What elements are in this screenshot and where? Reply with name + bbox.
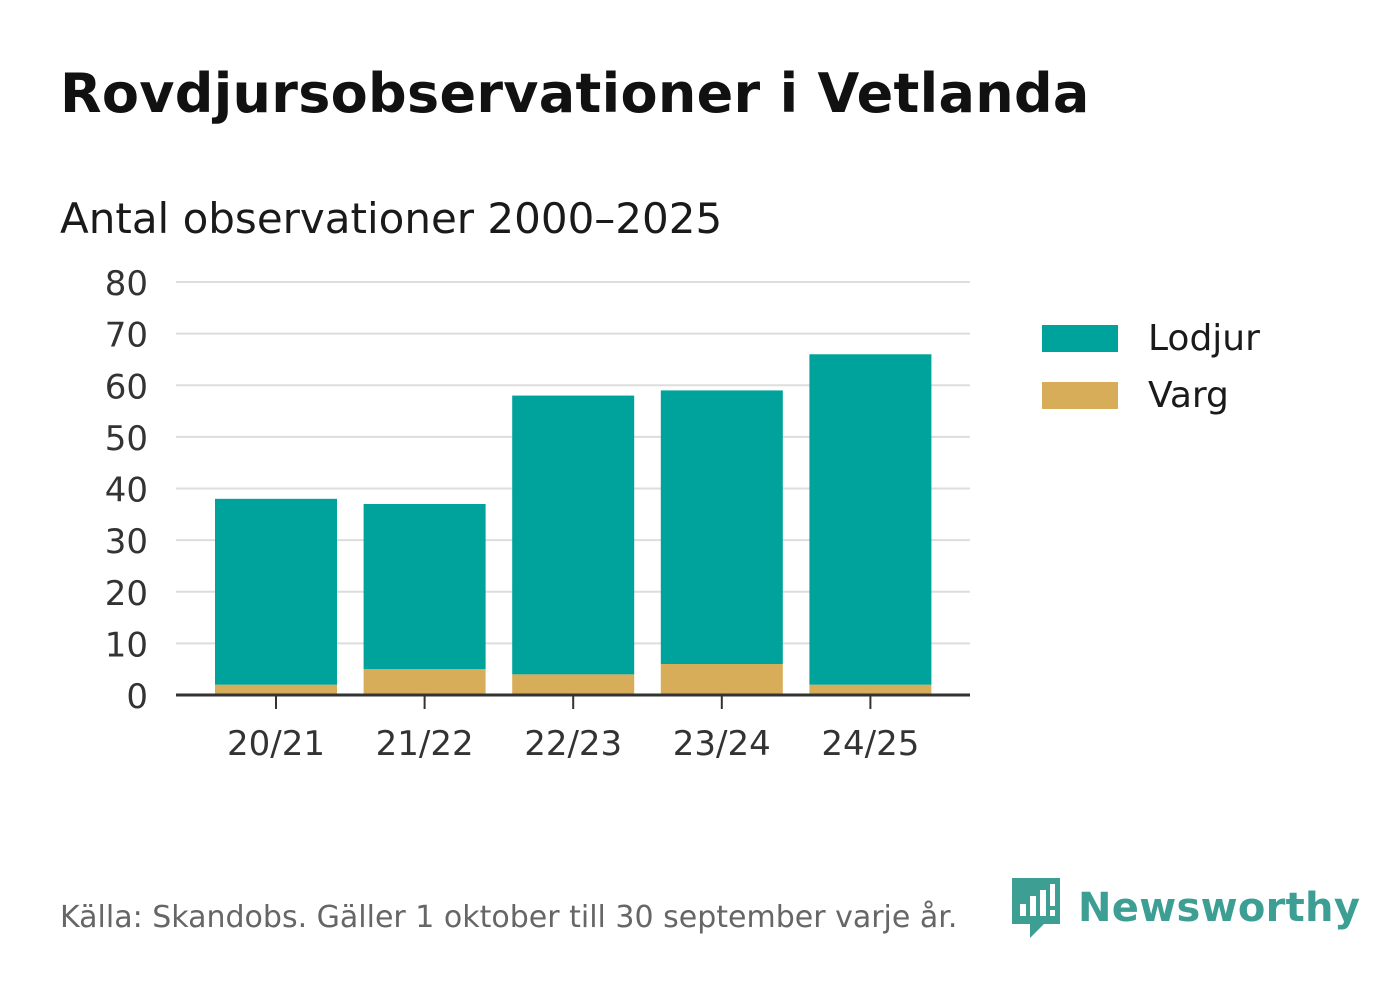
legend-swatch-varg <box>1042 381 1118 409</box>
bar-varg-21-22 <box>363 669 486 695</box>
source-note: Källa: Skandobs. Gäller 1 oktober till 3… <box>60 900 958 935</box>
bar-lodjur-20-21 <box>215 498 337 685</box>
bar-varg-23-24 <box>660 664 783 695</box>
x-tick-label-20-21: 20/21 <box>227 724 325 764</box>
legend-item-lodjur: Lodjur <box>1042 317 1260 359</box>
y-tick-label-20: 20 <box>105 574 148 614</box>
bar-lodjur-24-25 <box>809 354 932 685</box>
legend-swatch-lodjur <box>1042 324 1118 352</box>
bars <box>215 354 932 695</box>
chart-subtitle: Antal observationer 2000–2025 <box>60 194 723 243</box>
bar-varg-20-21 <box>215 684 337 695</box>
legend: Lodjur Varg <box>1042 318 1260 432</box>
y-tick-label-0: 0 <box>126 677 148 717</box>
bar-lodjur-21-22 <box>363 503 486 670</box>
brand-name[interactable]: Newsworthy <box>1078 885 1361 931</box>
x-tick-label-24-25: 24/25 <box>821 724 919 764</box>
x-tick-label-23-24: 23/24 <box>673 724 771 764</box>
newsworthy-logo-icon <box>1012 878 1060 938</box>
y-tick-label-80: 80 <box>105 264 148 304</box>
y-tick-label-30: 30 <box>105 522 148 562</box>
bar-varg-24-25 <box>809 684 932 695</box>
bar-lodjur-22-23 <box>512 395 635 675</box>
y-tick-label-60: 60 <box>105 367 148 407</box>
bar-lodjur-23-24 <box>660 390 783 665</box>
y-tick-label-70: 70 <box>105 316 148 356</box>
legend-label-varg: Varg <box>1148 374 1229 416</box>
brand-logo[interactable]: Newsworthy <box>1010 876 1360 940</box>
legend-item-varg: Varg <box>1042 374 1260 416</box>
x-tick-label-21-22: 21/22 <box>376 724 474 764</box>
y-tick-label-10: 10 <box>105 625 148 665</box>
x-tick-label-22-23: 22/23 <box>524 724 622 764</box>
y-tick-label-40: 40 <box>105 471 148 511</box>
y-tick-label-50: 50 <box>105 419 148 459</box>
axes: 0 10 20 30 40 50 60 70 80 20/21 21/22 22/23 23/24 24/… <box>105 264 970 764</box>
legend-label-lodjur: Lodjur <box>1148 317 1260 359</box>
chart-title: Rovdjursobservationer i Vetlanda <box>60 62 1090 125</box>
bar-chart: 0 10 20 30 40 50 60 70 80 20/21 21/22 22/23 23/24 24/… <box>105 264 970 764</box>
bar-varg-22-23 <box>512 674 635 695</box>
